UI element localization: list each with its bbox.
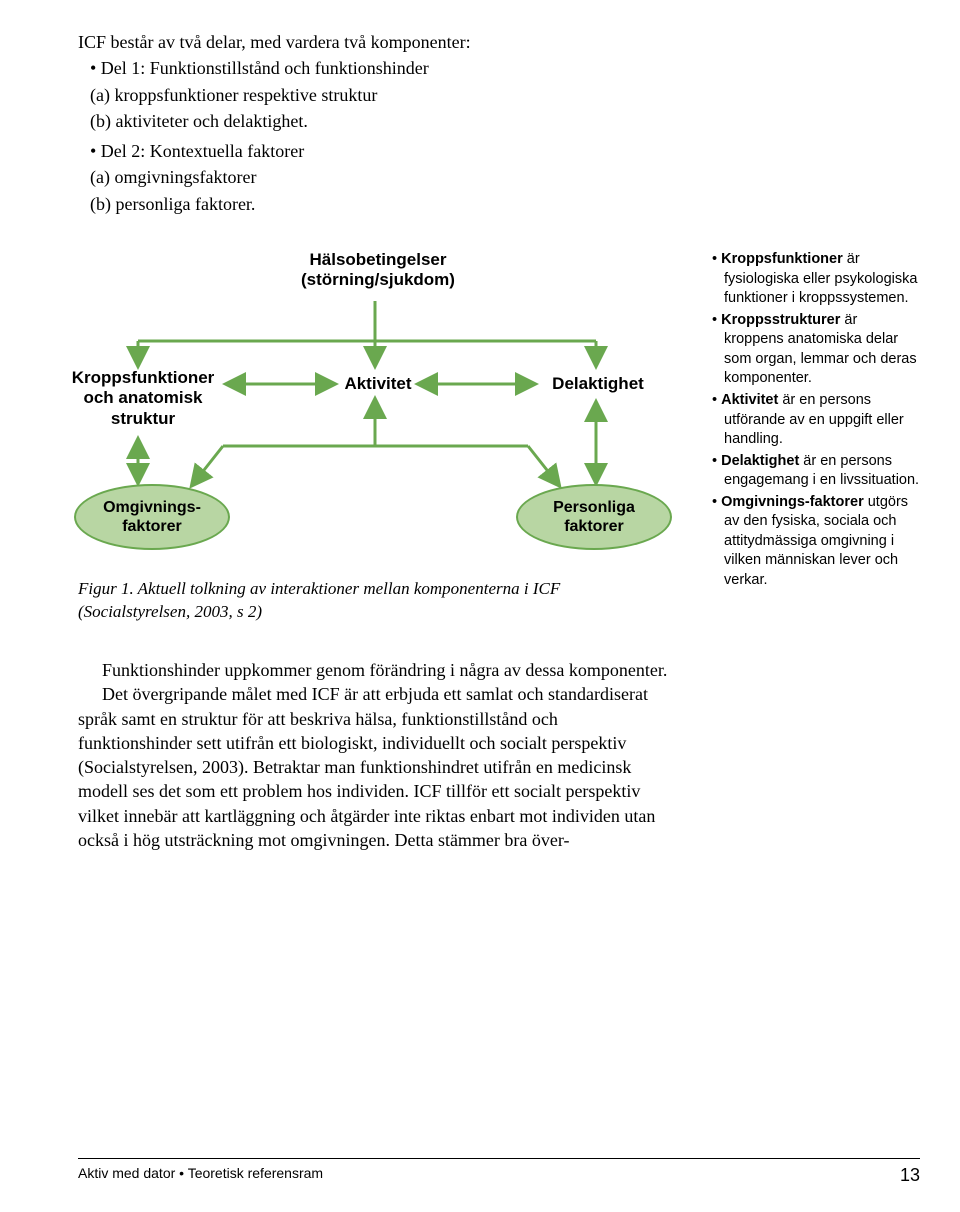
intro-sub-1a: (a) kroppsfunktioner respektive struktur xyxy=(90,83,672,107)
def-item: • Delaktighet är en persons engagemang i… xyxy=(712,452,920,491)
body-text: Funktionshinder uppkommer genom förändri… xyxy=(78,658,672,852)
def-item: • Kroppsfunktioner är fysiologiska eller… xyxy=(712,250,920,309)
diagram-ellipse-right: Personligafaktorer xyxy=(516,484,672,550)
footer-left: Aktiv med dator • Teoretisk referensram xyxy=(78,1165,323,1186)
def-term: Omgivnings-faktorer xyxy=(721,494,864,510)
main-column: ICF består av två delar, med vardera två… xyxy=(78,30,672,852)
def-term: Kroppsfunktioner xyxy=(721,251,843,267)
intro-sub-2b: (b) personliga faktorer. xyxy=(90,192,672,216)
diagram-ellipse-left: Omgivnings-faktorer xyxy=(74,484,230,550)
intro-bullet-1: • Del 1: Funktionstillstånd och funktion… xyxy=(90,56,672,80)
def-item: • Aktivitet är en persons utförande av e… xyxy=(712,391,920,450)
figure-caption: Figur 1. Aktuell tolkning av interaktion… xyxy=(78,578,672,624)
def-item: • Kroppsstrukturer är kroppens anatomisk… xyxy=(712,311,920,389)
diagram-label-top: Hälsobetingelser(störning/sjukdom) xyxy=(258,250,498,291)
footer-page-number: 13 xyxy=(900,1165,920,1186)
def-term: Aktivitet xyxy=(721,392,778,408)
body-p2: Det övergripande målet med ICF är att er… xyxy=(78,682,672,852)
icf-diagram: Hälsobetingelser(störning/sjukdom) Kropp… xyxy=(78,246,672,576)
side-column: • Kroppsfunktioner är fysiologiska eller… xyxy=(712,30,920,593)
intro-sub-1b: (b) aktiviteter och delaktighet. xyxy=(90,109,672,133)
intro-sub-2a: (a) omgivningsfaktorer xyxy=(90,165,672,189)
body-p1: Funktionshinder uppkommer genom förändri… xyxy=(78,658,672,682)
page-footer: Aktiv med dator • Teoretisk referensram … xyxy=(78,1158,920,1186)
intro-line: ICF består av två delar, med vardera två… xyxy=(78,30,672,54)
def-item: • Omgivnings-faktorer utgörs av den fysi… xyxy=(712,493,920,591)
caption-line-1: Figur 1. Aktuell tolkning av interaktion… xyxy=(78,578,672,601)
diagram-label-left: Kroppsfunktioneroch anatomiskstruktur xyxy=(58,368,228,429)
definitions-list: • Kroppsfunktioner är fysiologiska eller… xyxy=(712,250,920,591)
def-term: Delaktighet xyxy=(721,453,799,469)
diagram-label-mid: Aktivitet xyxy=(328,374,428,394)
intro-block: ICF består av två delar, med vardera två… xyxy=(78,30,672,216)
intro-bullet-2: • Del 2: Kontextuella faktorer xyxy=(90,139,672,163)
caption-line-2: (Socialstyrelsen, 2003, s 2) xyxy=(78,601,672,624)
diagram-label-right: Delaktighet xyxy=(538,374,658,394)
def-term: Kroppsstrukturer xyxy=(721,312,840,328)
